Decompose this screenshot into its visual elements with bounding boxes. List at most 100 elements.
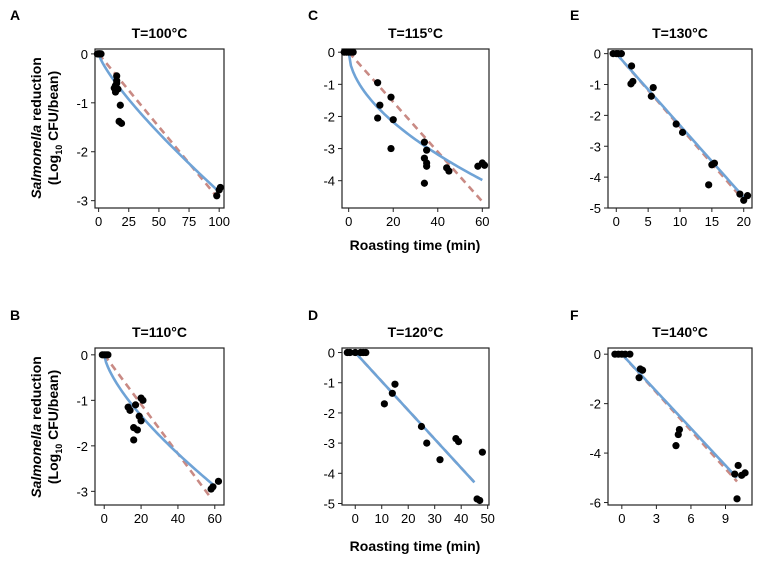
x-tick-label: 6: [687, 511, 694, 526]
y-tick-label: 0: [81, 348, 88, 363]
y-tick-label: -4: [323, 174, 335, 189]
x-tick-label: 20: [386, 214, 400, 229]
y-tick-label: -1: [323, 77, 335, 92]
x-tick-label: 9: [722, 511, 729, 526]
y-axis-title-top: Salmonella reduction (Log10 CFU/bean): [28, 57, 64, 199]
y-tick-label: -2: [76, 145, 88, 160]
panel-d: D T=120°C 0 -1 -2 -3 -4 -5 0 10 20 30 40 50: [308, 307, 495, 526]
panel-c: C T=115°C 0 -1 -2 -3 -4 0 20 40 60: [308, 7, 490, 229]
data-point: [374, 79, 382, 87]
x-tick-label: 25: [122, 214, 136, 229]
data-point: [638, 366, 647, 374]
x-axis-title-d: Roasting time (min): [350, 538, 481, 554]
data-point: [423, 146, 431, 154]
svg-text:Salmonella reduction: Salmonella reduction: [28, 356, 44, 498]
linear-fit-line: [103, 354, 213, 499]
x-tick-label: 20: [134, 511, 148, 526]
x-tick-label: 40: [171, 511, 185, 526]
svg-text:(Log10 CFU/bean): (Log10 CFU/bean): [45, 71, 64, 185]
data-point: [131, 401, 140, 409]
weibull-fit-curve: [347, 51, 483, 182]
data-point: [675, 425, 684, 434]
plot-frame: [607, 347, 753, 506]
x-tick-label: 60: [208, 511, 222, 526]
weibull-fit-curve: [615, 52, 745, 199]
x-tick-label: 0: [101, 511, 108, 526]
data-point: [116, 101, 124, 109]
x-tick-label: 10: [374, 511, 388, 526]
ylabel-rest: reduction: [28, 57, 44, 125]
data-point: [476, 496, 484, 505]
data-point: [731, 470, 739, 478]
y-tick-label: -3: [589, 139, 601, 154]
data-point: [420, 179, 429, 187]
weibull-fit-curve: [102, 354, 214, 486]
y-tick-label: -6: [589, 496, 601, 511]
data-point: [647, 92, 655, 100]
y-tick-label: -4: [323, 466, 335, 481]
data-point: [445, 167, 453, 175]
data-point: [649, 83, 657, 92]
data-point: [209, 483, 217, 491]
x-tick-label: 5: [645, 214, 652, 229]
y-tick-label: -3: [76, 484, 88, 499]
panel-letter: A: [10, 7, 20, 23]
data-point: [627, 62, 636, 70]
ylabel-sub: 10: [54, 444, 64, 454]
panel-letter: B: [10, 307, 20, 323]
x-tick-label: 30: [427, 511, 441, 526]
data-point: [420, 138, 429, 146]
ylabel-post: CFU/bean): [45, 71, 61, 145]
ylabel-pre: (Log: [45, 155, 61, 185]
panel-letter: D: [308, 307, 318, 323]
y-tick-label: 0: [594, 47, 601, 62]
y-tick-label: -3: [323, 142, 335, 157]
y-tick-label: -2: [76, 439, 88, 454]
data-point: [388, 389, 396, 397]
weibull-fit-curve: [620, 353, 738, 479]
panel-b: B T=110°C 0 -1 -2 -3 0 20 40 60: [10, 307, 225, 526]
data-point: [380, 400, 388, 408]
panel-title: T=130°C: [652, 25, 708, 41]
data-point: [349, 48, 357, 56]
y-tick-label: 0: [81, 47, 88, 62]
y-tick-label: 0: [594, 347, 601, 362]
ylabel-rest: reduction: [28, 356, 44, 424]
linear-fit-line: [347, 51, 484, 203]
x-tick-label: 0: [613, 214, 620, 229]
data-point: [629, 77, 637, 86]
data-point: [340, 48, 348, 56]
x-tick-label: 75: [182, 214, 196, 229]
x-tick-label: 0: [352, 511, 359, 526]
ylabel-pre: (Log: [45, 454, 61, 484]
y-tick-label: -2: [589, 397, 601, 412]
data-point: [387, 144, 395, 153]
data-point: [346, 348, 354, 357]
ylabel-italic: Salmonella: [28, 424, 44, 498]
data-point: [454, 437, 463, 446]
y-tick-label: 0: [328, 346, 335, 361]
x-tick-label: 100: [208, 214, 230, 229]
data-point: [216, 183, 224, 192]
panel-letter: C: [308, 7, 318, 23]
data-point: [626, 350, 634, 358]
data-point: [635, 374, 643, 382]
panel-title: T=120°C: [388, 324, 444, 340]
data-point: [114, 85, 122, 93]
data-point: [743, 192, 752, 200]
y-tick-label: 0: [328, 45, 335, 60]
y-tick-label: -4: [589, 170, 601, 185]
y-tick-label: -2: [323, 109, 335, 124]
data-point: [672, 442, 680, 450]
x-tick-label: 15: [705, 214, 719, 229]
data-point: [95, 50, 103, 58]
plot-frame: [94, 347, 225, 506]
x-tick-label: 50: [480, 511, 494, 526]
panel-title: T=110°C: [132, 324, 187, 340]
data-point: [362, 348, 370, 357]
x-tick-label: 50: [152, 214, 166, 229]
plot-frame: [341, 48, 490, 209]
data-point: [213, 192, 221, 200]
x-axis-title-c: Roasting time (min): [350, 237, 481, 253]
